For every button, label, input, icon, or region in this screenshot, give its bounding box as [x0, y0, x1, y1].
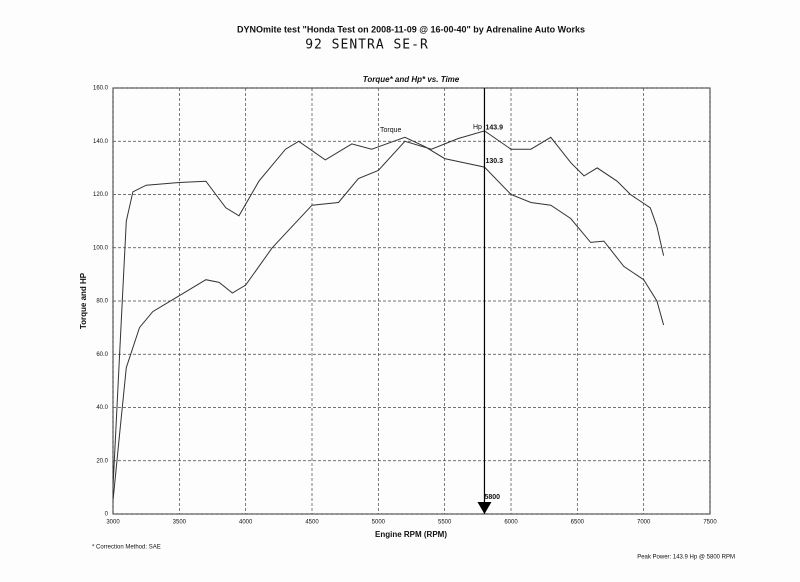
cursor-rpm-label: 5800 — [484, 494, 500, 501]
peak-note: Peak Power: 143.9 Hp @ 5800 RPM — [637, 555, 735, 561]
y-tick-label: 140.0 — [93, 139, 109, 145]
y-tick-label: 120.0 — [93, 192, 109, 198]
x-tick-label: 4000 — [239, 520, 253, 526]
y-tick-label: 80.0 — [96, 299, 108, 305]
footnote: * Correction Method: SAE — [92, 545, 161, 551]
y-tick-label: 0 — [105, 512, 109, 518]
x-tick-label: 4500 — [305, 520, 319, 526]
y-tick-label: 40.0 — [96, 405, 108, 411]
x-tick-label: 7500 — [703, 520, 717, 526]
cursor-hp-label: 143.9 — [485, 125, 503, 132]
y-tick-label: 60.0 — [96, 352, 108, 358]
x-tick-label: 6500 — [571, 520, 585, 526]
x-tick-label: 5000 — [372, 520, 386, 526]
cursor-marker — [477, 502, 492, 514]
x-tick-label: 6000 — [504, 520, 518, 526]
x-axis-label: Engine RPM (RPM) — [375, 530, 447, 539]
y-tick-label: 100.0 — [93, 245, 109, 251]
header: DYNOmite test "Honda Test on 2008-11-09 … — [237, 24, 585, 34]
handwritten-note: 92 SENTRA SE-R — [305, 38, 429, 53]
chart-title: Torque* and Hp* vs. Time — [363, 75, 460, 84]
x-tick-label: 3500 — [173, 520, 187, 526]
y-tick-label: 160.0 — [93, 86, 109, 92]
line-series — [112, 130, 665, 501]
x-tick-label: 3000 — [106, 520, 120, 526]
cursor-torque-label: 130.3 — [485, 158, 503, 165]
hp-annotation: Hp — [473, 124, 482, 131]
torque-annotation: Torque — [380, 127, 402, 134]
y-tick-label: 20.0 — [96, 458, 108, 464]
line-series — [112, 136, 665, 488]
x-tick-label: 7000 — [637, 520, 651, 526]
y-axis-label: Torque and HP — [79, 272, 88, 329]
x-tick-label: 5500 — [438, 520, 452, 526]
